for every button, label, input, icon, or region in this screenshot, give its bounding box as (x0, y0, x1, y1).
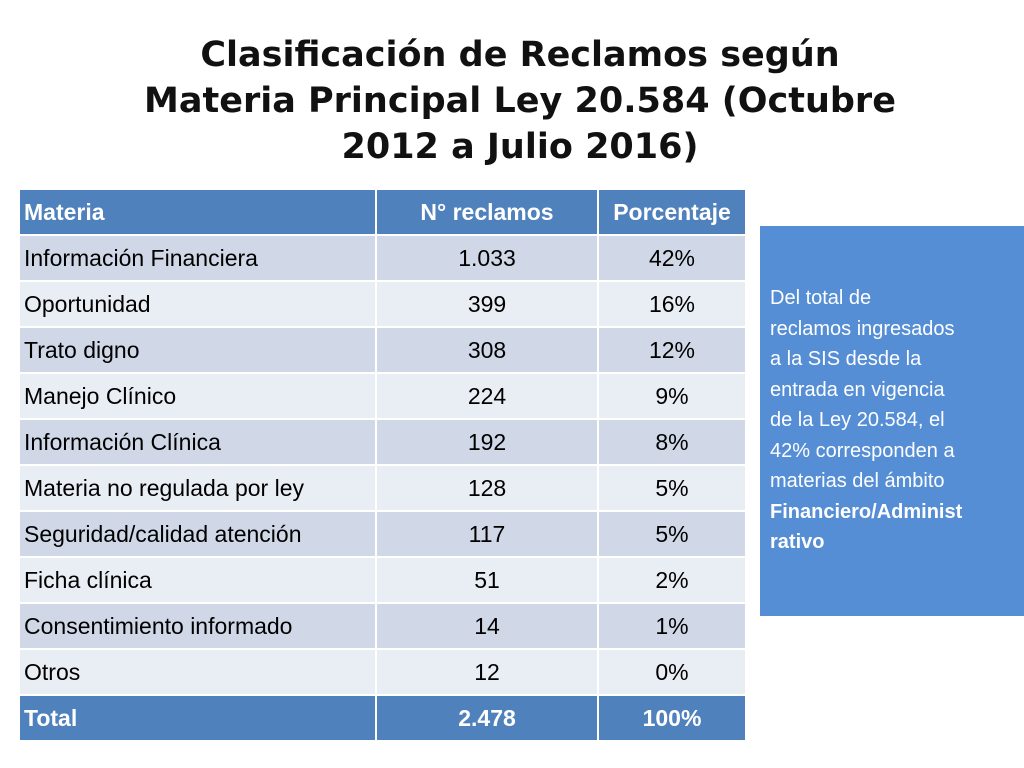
callout-line: a la SIS desde la (770, 348, 922, 370)
cell-porcentaje: 1% (598, 603, 747, 650)
table-row: Otros 12 0% (20, 649, 747, 696)
cell-materia: Información Clínica (20, 419, 377, 466)
cell-reclamos: 308 (376, 327, 599, 374)
cell-porcentaje: 5% (598, 511, 747, 558)
cell-materia: Oportunidad (20, 281, 377, 328)
table-row: Ficha clínica 51 2% (20, 557, 747, 604)
cell-reclamos: 399 (376, 281, 599, 328)
title-line-2: Materia Principal Ley 20.584 (Octubre (144, 81, 896, 121)
cell-porcentaje: 12% (598, 327, 747, 374)
cell-materia: Consentimiento informado (20, 603, 377, 650)
total-reclamos: 2.478 (376, 695, 599, 742)
cell-materia: Ficha clínica (20, 557, 377, 604)
slide-title: Clasificación de Reclamos según Materia … (60, 32, 980, 170)
header-reclamos: N° reclamos (376, 190, 599, 236)
header-materia: Materia (20, 190, 377, 236)
title-line-1: Clasificación de Reclamos según (200, 35, 840, 75)
reclamos-table: Materia N° reclamos Porcentaje Informaci… (20, 190, 747, 742)
table-row: Trato digno 308 12% (20, 327, 747, 374)
callout-line: de la Ley 20.584, el (770, 409, 945, 431)
header-porcentaje: Porcentaje (598, 190, 747, 236)
cell-materia: Materia no regulada por ley (20, 465, 377, 512)
cell-materia: Información Financiera (20, 235, 377, 282)
table-row: Información Financiera 1.033 42% (20, 235, 747, 282)
cell-porcentaje: 0% (598, 649, 747, 696)
cell-porcentaje: 42% (598, 235, 747, 282)
callout-bold-line: Financiero/Administ (770, 500, 963, 523)
cell-reclamos: 128 (376, 465, 599, 512)
table-row: Seguridad/calidad atención 117 5% (20, 511, 747, 558)
callout-bold-line: rativo (770, 531, 825, 553)
cell-porcentaje: 8% (598, 419, 747, 466)
table-header-row: Materia N° reclamos Porcentaje (20, 190, 747, 236)
table-row: Materia no regulada por ley 128 5% (20, 465, 747, 512)
cell-reclamos: 192 (376, 419, 599, 466)
title-line-3: 2012 a Julio 2016) (341, 127, 699, 167)
cell-materia: Manejo Clínico (20, 373, 377, 420)
callout-line: 42% corresponden a (770, 439, 955, 462)
cell-reclamos: 1.033 (376, 235, 599, 282)
cell-porcentaje: 16% (598, 281, 747, 328)
cell-porcentaje: 5% (598, 465, 747, 512)
callout-line: Del total de (770, 287, 872, 309)
cell-reclamos: 224 (376, 373, 599, 420)
table-row: Consentimiento informado 14 1% (20, 603, 747, 650)
cell-materia: Seguridad/calidad atención (20, 511, 377, 558)
cell-materia: Trato digno (20, 327, 377, 374)
cell-porcentaje: 9% (598, 373, 747, 420)
cell-materia: Otros (20, 649, 377, 696)
cell-reclamos: 12 (376, 649, 599, 696)
table-row: Información Clínica 192 8% (20, 419, 747, 466)
callout-line: materias del ámbito (770, 470, 945, 492)
cell-porcentaje: 2% (598, 557, 747, 604)
table-row: Oportunidad 399 16% (20, 281, 747, 328)
table-total-row: Total 2.478 100% (20, 695, 747, 742)
callout-line: entrada en vigencia (770, 378, 945, 401)
table-row: Manejo Clínico 224 9% (20, 373, 747, 420)
callout-line: reclamos ingresados (770, 317, 955, 340)
summary-callout: Del total de reclamos ingresados a la SI… (760, 226, 1024, 616)
cell-reclamos: 117 (376, 511, 599, 558)
total-label: Total (20, 695, 377, 742)
cell-reclamos: 51 (376, 557, 599, 604)
total-porcentaje: 100% (598, 695, 747, 742)
cell-reclamos: 14 (376, 603, 599, 650)
